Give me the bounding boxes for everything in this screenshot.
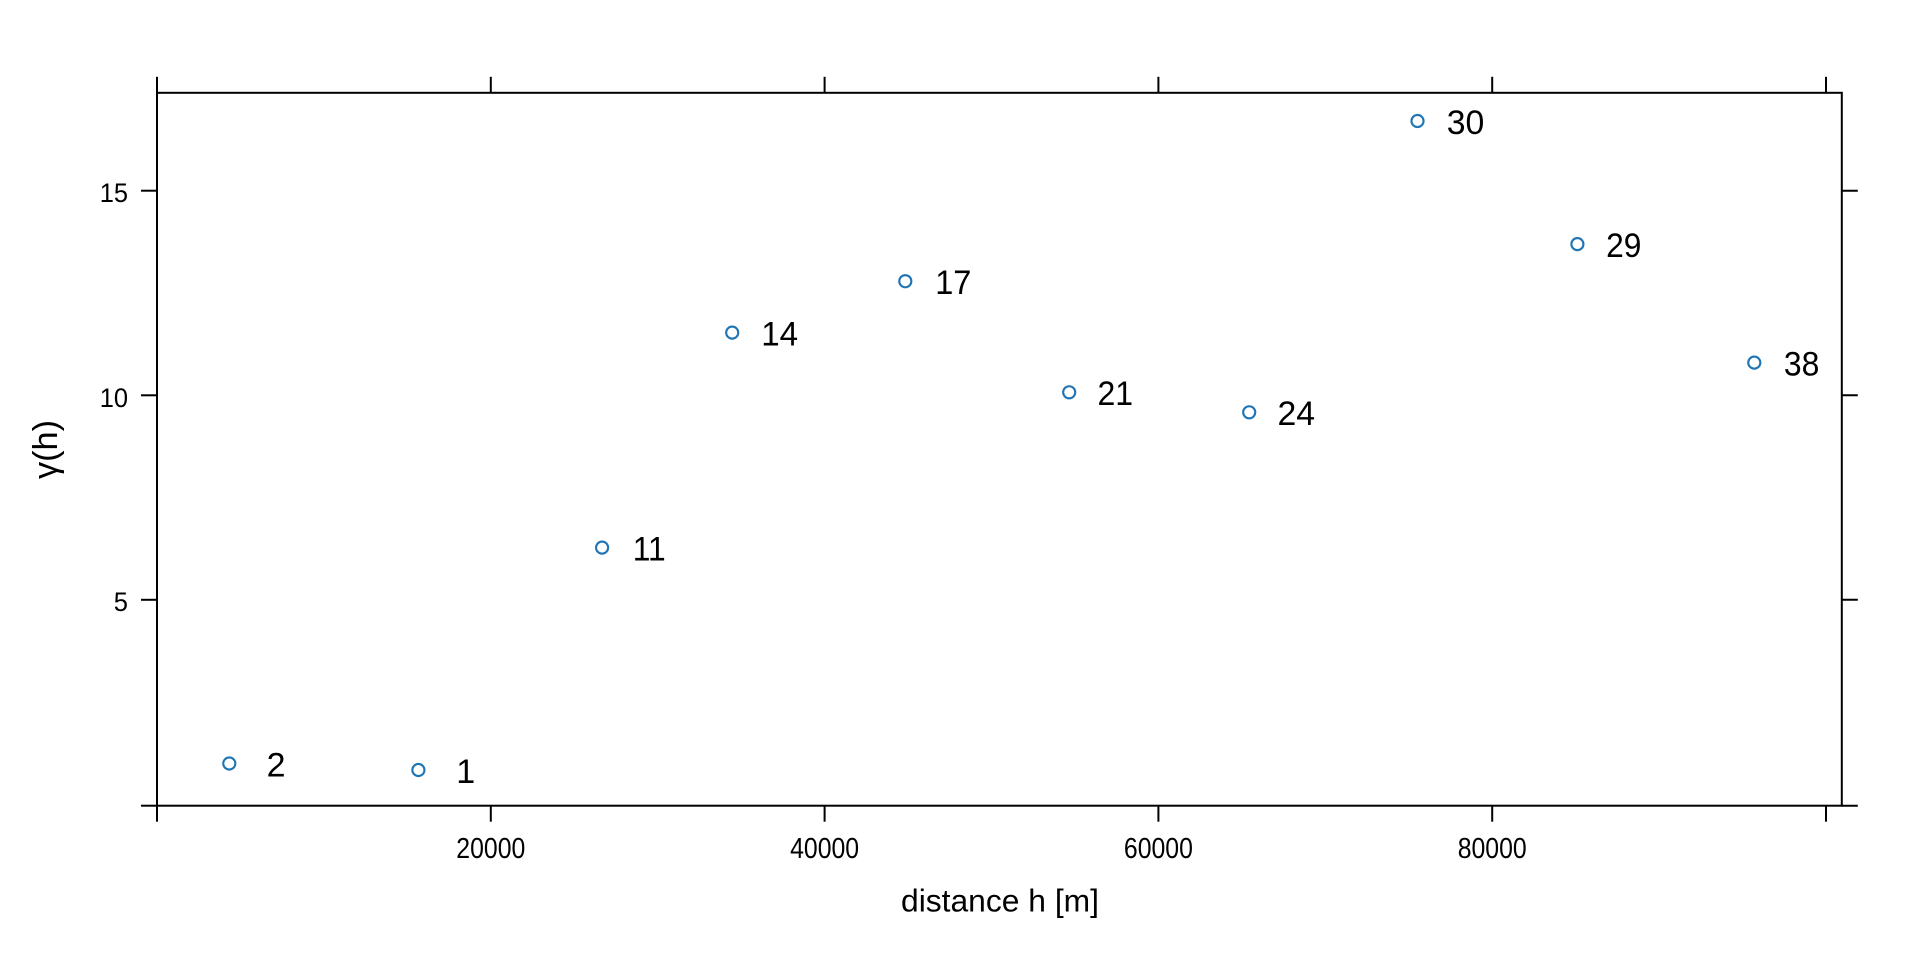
svg-text:17: 17 [935,264,971,302]
svg-text:20000: 20000 [456,833,525,865]
svg-text:30: 30 [1447,104,1485,142]
svg-text:29: 29 [1606,227,1641,265]
svg-text:γ(h): γ(h) [27,420,65,479]
svg-text:21: 21 [1098,375,1134,413]
svg-text:1: 1 [456,753,475,791]
svg-text:80000: 80000 [1458,833,1527,865]
svg-text:60000: 60000 [1124,833,1193,865]
svg-text:2: 2 [267,746,286,784]
svg-text:15: 15 [100,178,128,208]
svg-text:24: 24 [1278,395,1316,433]
svg-text:distance h [m]: distance h [m] [901,882,1099,918]
svg-text:5: 5 [114,587,128,617]
svg-text:11: 11 [633,530,666,568]
svg-text:38: 38 [1784,345,1820,383]
svg-text:14: 14 [761,315,798,353]
svg-text:40000: 40000 [790,833,859,865]
svg-text:10: 10 [100,383,128,413]
